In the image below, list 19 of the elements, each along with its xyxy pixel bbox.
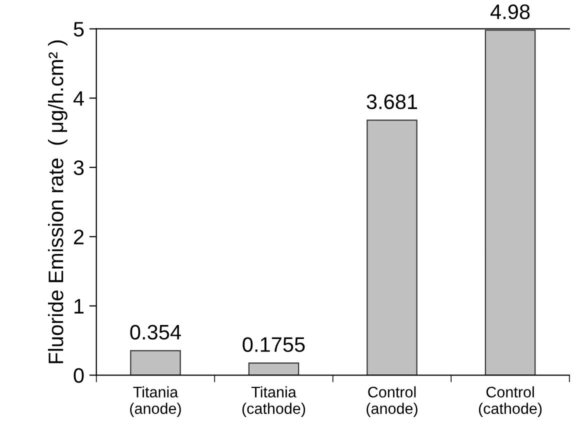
data-label: 0.1755 <box>242 337 305 352</box>
x-tick-label: Titania (cathode) <box>242 386 306 417</box>
data-label: 4.98 <box>490 4 530 20</box>
bar <box>366 120 418 376</box>
y-axis-title: Fluoride Emission rate ( μg/h.cm² ) <box>48 40 68 364</box>
y-tick-label: 2 <box>74 230 84 244</box>
y-tick-label: 4 <box>73 91 84 106</box>
x-tick-label: Control (cathode) <box>478 386 542 417</box>
y-tick-label: 5 <box>74 22 84 37</box>
y-tick-label: 0 <box>74 368 84 383</box>
y-tick-label: 1 <box>74 299 84 314</box>
x-tick-label: Control (anode) <box>366 386 418 417</box>
y-tick-label: 3 <box>74 160 84 176</box>
bar <box>484 30 536 376</box>
bar <box>130 350 181 376</box>
bar <box>248 362 300 376</box>
data-label: 0.354 <box>130 324 181 340</box>
data-label: 3.681 <box>366 94 418 110</box>
x-tick-label: Titania (anode) <box>130 386 181 417</box>
